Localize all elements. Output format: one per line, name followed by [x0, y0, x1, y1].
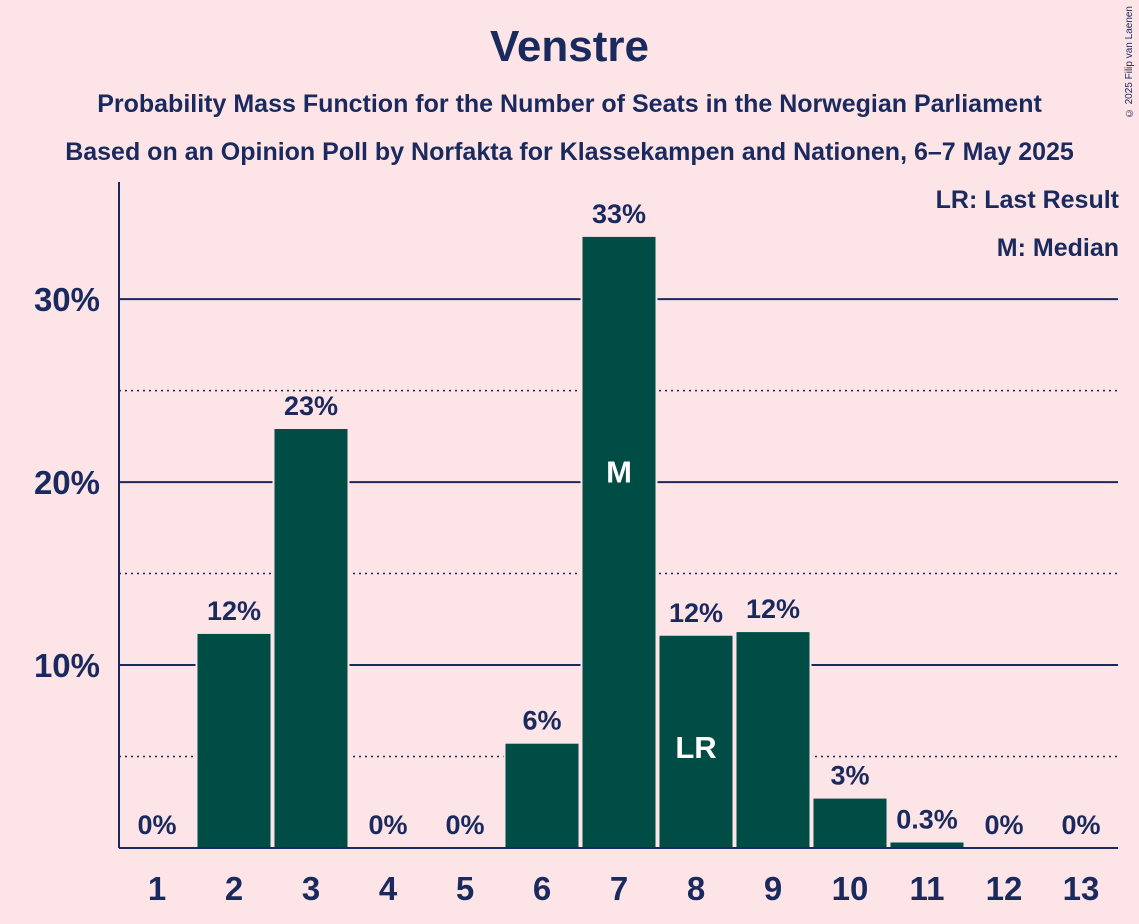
x-tick-13: 13	[1063, 870, 1100, 907]
x-tick-7: 7	[610, 870, 628, 907]
x-tick-labels: 1 2 3 4 5 6 7 8 9 10 11 12 13	[148, 870, 1100, 907]
chart-subtitle-1: Probability Mass Function for the Number…	[97, 90, 1042, 118]
x-tick-5: 5	[456, 870, 474, 907]
bar-9	[736, 632, 810, 848]
x-tick-3: 3	[302, 870, 320, 907]
x-tick-2: 2	[225, 870, 243, 907]
x-tick-4: 4	[379, 870, 398, 907]
data-labels: 0% 12% 23% 0% 0% 6% 33% M 12% LR 12% 3% 0.3% 0% 0%	[137, 199, 1100, 840]
data-label-8: 12%	[669, 598, 723, 628]
legend-median: M: Median	[996, 234, 1119, 262]
bar-6	[505, 743, 579, 848]
y-tick-10: 10%	[34, 647, 100, 684]
bar-2	[197, 633, 271, 848]
data-label-3: 23%	[284, 391, 338, 421]
bar-11	[890, 842, 964, 848]
y-tick-30: 30%	[34, 281, 100, 318]
bars	[195, 236, 966, 848]
x-tick-10: 10	[832, 870, 869, 907]
bar-7	[582, 236, 656, 848]
bar-marker-LR: LR	[675, 730, 716, 765]
data-label-5: 0%	[445, 810, 484, 840]
bar-marker-M: M	[606, 454, 632, 489]
data-label-12: 0%	[984, 810, 1023, 840]
axes	[118, 182, 1118, 849]
x-tick-11: 11	[910, 870, 945, 907]
legend-last-result: LR: Last Result	[935, 186, 1119, 214]
x-tick-1: 1	[148, 870, 166, 907]
data-label-4: 0%	[368, 810, 407, 840]
x-tick-6: 6	[533, 870, 551, 907]
chart-subtitle-2: Based on an Opinion Poll by Norfakta for…	[65, 138, 1074, 166]
x-tick-8: 8	[687, 870, 705, 907]
data-label-2: 12%	[207, 596, 261, 626]
data-label-11: 0.3%	[896, 805, 958, 835]
data-label-10: 3%	[830, 761, 869, 791]
data-label-13: 0%	[1061, 810, 1100, 840]
x-tick-9: 9	[764, 870, 782, 907]
data-label-6: 6%	[522, 706, 561, 736]
data-label-9: 12%	[746, 594, 800, 624]
x-tick-12: 12	[986, 870, 1023, 907]
data-label-1: 0%	[137, 810, 176, 840]
y-tick-labels: 10% 20% 30%	[34, 281, 100, 684]
bar-10	[813, 798, 887, 848]
chart-title: Venstre	[490, 22, 649, 71]
y-tick-20: 20%	[34, 464, 100, 501]
bar-3	[274, 429, 348, 848]
data-label-7: 33%	[592, 199, 646, 229]
bar-8	[659, 635, 733, 848]
